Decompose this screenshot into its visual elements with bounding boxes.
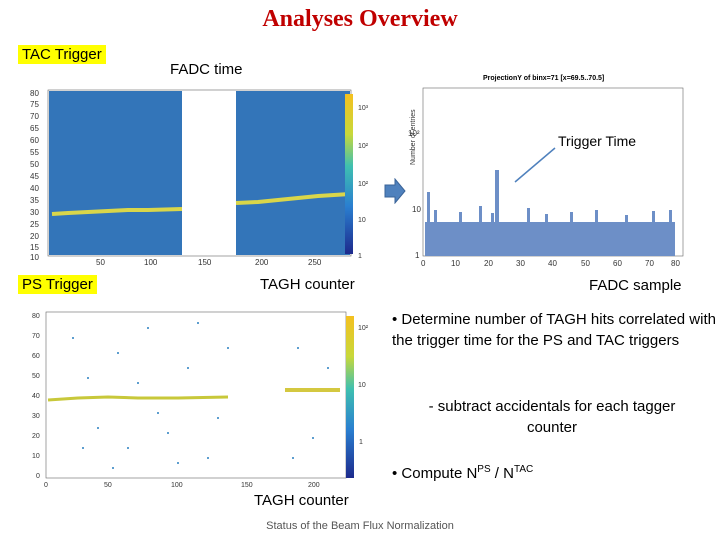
tick-label: 50: [581, 259, 590, 268]
footer-text: Status of the Beam Flux Normalization: [266, 520, 454, 532]
tick-label: 250: [308, 258, 322, 266]
tick-label: 70: [30, 112, 39, 121]
tick-label: 20: [484, 259, 493, 268]
bullet-determine: • Determine number of TAGH hits correlat…: [392, 311, 716, 349]
tick-label: 70: [32, 333, 40, 340]
top-map-y-ticks: 80 75 70 65 60 55 50 45 40 35 30 25 20 1…: [30, 89, 39, 262]
tick-label: 1: [359, 439, 363, 446]
bullet-compute: • Compute NPS / NTAC: [392, 459, 712, 484]
tick-label: 30: [30, 208, 39, 217]
fadc-time-label: FADC time: [170, 61, 243, 78]
tick-label: 50: [30, 160, 39, 169]
compute-mid: / N: [490, 465, 514, 482]
tick-label: 1: [358, 253, 362, 260]
bullet-subtract: - subtract accidentals for each tagger c…: [428, 398, 676, 436]
fadc-sample-label: FADC sample: [589, 277, 682, 294]
tick-label: 40: [548, 259, 557, 268]
tick-label: 70: [645, 259, 654, 268]
tick-label: 50: [96, 258, 105, 266]
tick-label: 65: [30, 124, 39, 133]
tick-label: 200: [255, 258, 269, 266]
tick-label: 0: [36, 473, 40, 480]
annotation-arrow: [514, 147, 556, 183]
tick-label: 40: [32, 393, 40, 400]
tick-label: 15: [30, 243, 39, 252]
tick-label: 10: [451, 259, 460, 268]
trigger-time-annotation: Trigger Time: [558, 133, 637, 149]
histogram-title: ProjectionY of binx=71 [x=69.5..70.5]: [483, 75, 604, 82]
tick-label: 50: [104, 482, 112, 489]
tick-label: 55: [30, 148, 39, 157]
tick-label: 10²: [358, 325, 369, 332]
tick-label: 30: [516, 259, 525, 268]
tick-label: 10²: [358, 181, 369, 188]
tick-label: 60: [613, 259, 622, 268]
tick-label: 150: [198, 258, 212, 266]
tick-label: 0: [421, 259, 426, 268]
tick-label: 80: [30, 89, 39, 98]
tick-label: 40: [30, 184, 39, 193]
tick-label: 30: [32, 413, 40, 420]
tick-label: 100: [144, 258, 158, 266]
tick-label: 1: [415, 251, 420, 260]
tick-label: 20: [30, 232, 39, 241]
compute-sup-ps: PS: [477, 464, 491, 475]
bottom-2d-histogram: 80 70 60 50 40 30 20 10 0 0 50 100 150 2…: [32, 311, 369, 489]
top-2d-histogram: 80 75 70 65 60 55 50 45 40 35 30 25 20 1…: [30, 89, 369, 266]
compute-text: • Compute N: [392, 465, 478, 482]
tick-label: 200: [308, 482, 320, 489]
tick-label: 0: [44, 482, 48, 489]
tick-label: 10²: [358, 143, 369, 150]
tick-label: 150: [241, 482, 253, 489]
tick-label: 10: [358, 217, 366, 224]
tick-label: 10: [358, 382, 366, 389]
slide-title: Analyses Overview: [262, 6, 458, 32]
tick-label: 60: [32, 353, 40, 360]
tac-trigger-tag: TAC Trigger: [18, 45, 106, 64]
compute-sup-tac: TAC: [513, 464, 534, 475]
top-map-z-ticks: 10³ 10² 10² 10 1: [358, 105, 369, 260]
tick-label: 60: [30, 136, 39, 145]
tick-label: 10: [412, 205, 421, 214]
tick-label: 35: [30, 196, 39, 205]
tagh-counter-top-label: TAGH counter: [260, 276, 355, 293]
tick-label: 20: [32, 433, 40, 440]
tick-label: 45: [30, 172, 39, 181]
tick-label: 10: [30, 253, 39, 262]
ps-trigger-tag: PS Trigger: [18, 275, 97, 294]
tagh-counter-bottom-label: TAGH counter: [254, 492, 349, 509]
histogram-ylabel: Number of entries: [410, 109, 417, 165]
tick-label: 80: [671, 259, 680, 268]
tick-label: 75: [30, 100, 39, 109]
tick-label: 50: [32, 373, 40, 380]
tick-label: 10³: [358, 105, 369, 112]
right-arrow-icon: [384, 178, 406, 204]
projection-histogram: ProjectionY of binx=71 [x=69.5..70.5] Nu…: [408, 75, 684, 268]
tick-label: 10: [32, 453, 40, 460]
top-map-x-ticks: 50 100 150 200 250: [96, 258, 322, 266]
tick-label: 10²: [408, 129, 420, 138]
tick-label: 25: [30, 220, 39, 229]
tick-label: 100: [171, 482, 183, 489]
tick-label: 80: [32, 313, 40, 320]
